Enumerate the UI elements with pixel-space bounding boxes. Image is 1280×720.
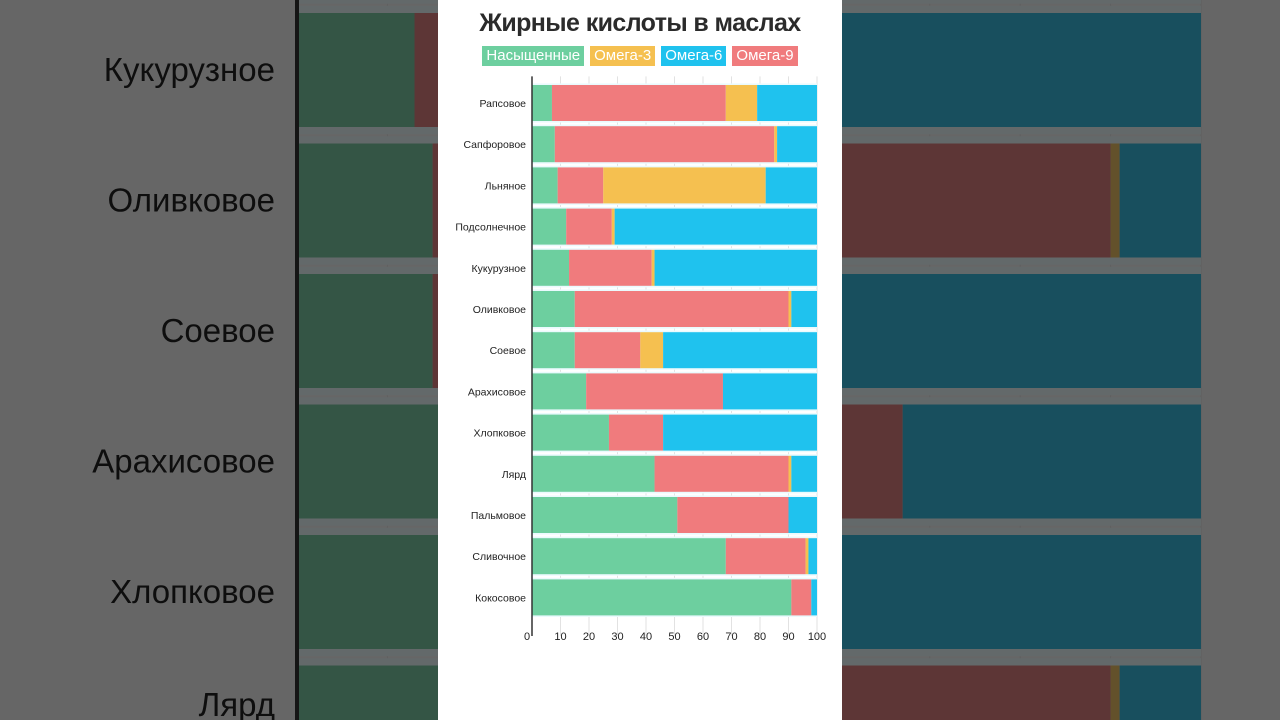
- bar-segment: [297, 274, 433, 388]
- category-label: Подсолнечное: [455, 222, 526, 234]
- bar-segment: [532, 497, 678, 533]
- bar-segment: [532, 208, 567, 245]
- bar-segment: [532, 579, 792, 616]
- bar-segment: [663, 332, 817, 369]
- bar-segment: [608, 414, 664, 451]
- legend-item: Омега-3: [590, 46, 656, 66]
- bar-segment: [532, 538, 726, 575]
- bar-segment: [654, 455, 789, 492]
- bar-segment: [791, 291, 817, 327]
- legend-item: Насыщенные: [482, 46, 585, 66]
- bar-segment: [603, 167, 766, 204]
- bar-segment: [663, 414, 817, 451]
- bar-segment: [902, 404, 1201, 519]
- bar-segment: [532, 455, 655, 492]
- bar-segment: [651, 249, 655, 286]
- bar-segment: [640, 332, 664, 369]
- bar-segment: [1110, 665, 1120, 720]
- category-label: Сливочное: [472, 551, 526, 563]
- bar-chart: Рапсовое Сапфоровое Льняное Подсолнечное Кук…: [455, 76, 826, 643]
- background-category-label: Арахисовое: [92, 443, 275, 480]
- bar-segment: [532, 332, 575, 369]
- legend-item: Омега-6: [661, 46, 727, 66]
- category-label: Лярд: [502, 469, 526, 481]
- x-tick-label: 80: [754, 631, 766, 643]
- category-label: Сапфоровое: [463, 139, 526, 151]
- bar-segment: [788, 497, 817, 533]
- bar-segment: [297, 13, 415, 127]
- x-tick-label: 10: [554, 631, 566, 643]
- bar-segment: [791, 455, 817, 492]
- x-tick-label: 70: [725, 631, 737, 643]
- bar-segment: [788, 291, 792, 327]
- bar-segment: [777, 126, 817, 163]
- bar-segment: [532, 85, 552, 121]
- bar-segment: [725, 85, 758, 121]
- x-tick-label: 30: [611, 631, 623, 643]
- category-label: Соевое: [490, 345, 527, 357]
- bar-segment: [774, 126, 778, 163]
- bar-segment: [811, 579, 817, 616]
- bar-segment: [532, 291, 575, 327]
- chart-panel: Жирные кислоты в маслах Насыщенные Омега-…: [438, 0, 842, 720]
- bar-segment: [557, 167, 604, 204]
- x-tick-label: 100: [808, 631, 826, 643]
- bar-segment: [532, 414, 609, 451]
- x-tick-label: 40: [640, 631, 652, 643]
- bar-segment: [569, 249, 652, 286]
- bar-segment: [574, 332, 641, 369]
- background-category-label: Оливковое: [107, 182, 275, 219]
- bar-segment: [791, 579, 812, 616]
- background-category-label: Кукурузное: [104, 51, 275, 88]
- x-tick-label: 20: [583, 631, 595, 643]
- bar-segment: [805, 538, 809, 575]
- x-tick-label: 50: [668, 631, 680, 643]
- bar-segment: [725, 538, 806, 575]
- x-tick-label: 60: [697, 631, 709, 643]
- bar-segment: [574, 291, 789, 327]
- bar-segment: [532, 373, 587, 410]
- bar-segment: [297, 143, 433, 258]
- bar-segment: [1110, 143, 1120, 258]
- category-label: Оливковое: [473, 304, 526, 316]
- legend-item: Омега-9: [732, 46, 798, 66]
- bar-segment: [614, 208, 817, 245]
- bar-segment: [1119, 665, 1201, 720]
- bar-segment: [532, 167, 558, 204]
- bar-segment: [554, 126, 775, 163]
- chart-title: Жирные кислоты в маслах: [479, 9, 801, 37]
- category-label: Хлопковое: [474, 428, 527, 440]
- bar-segment: [788, 455, 792, 492]
- bar-segment: [808, 538, 817, 575]
- bar-segment: [1119, 143, 1201, 258]
- bar-segment: [551, 85, 726, 121]
- category-label: Рапсовое: [479, 98, 526, 110]
- category-label: Кукурузное: [472, 263, 527, 275]
- background-category-label: Лярд: [199, 686, 275, 720]
- background-category-label: Хлопковое: [110, 573, 275, 610]
- legend: Насыщенные Омега-3 Омега-6 Омега-9: [438, 46, 842, 66]
- bar-segment: [586, 373, 723, 410]
- category-label: Льняное: [485, 180, 526, 192]
- bar-segment: [654, 249, 817, 286]
- x-tick-label: 90: [782, 631, 794, 643]
- bar-segment: [765, 167, 817, 204]
- bar-segment: [566, 208, 612, 245]
- category-label: Кокосовое: [475, 592, 526, 604]
- bar-segment: [757, 85, 817, 121]
- category-label: Арахисовое: [468, 386, 526, 398]
- bar-segment: [532, 126, 555, 163]
- background-category-label: Соевое: [161, 312, 275, 349]
- category-label: Пальмовое: [471, 510, 526, 522]
- bar-segment: [532, 249, 570, 286]
- bar-segment: [611, 208, 615, 245]
- x-tick-label: 0: [524, 631, 530, 643]
- bar-segment: [677, 497, 789, 533]
- bar-segment: [722, 373, 817, 410]
